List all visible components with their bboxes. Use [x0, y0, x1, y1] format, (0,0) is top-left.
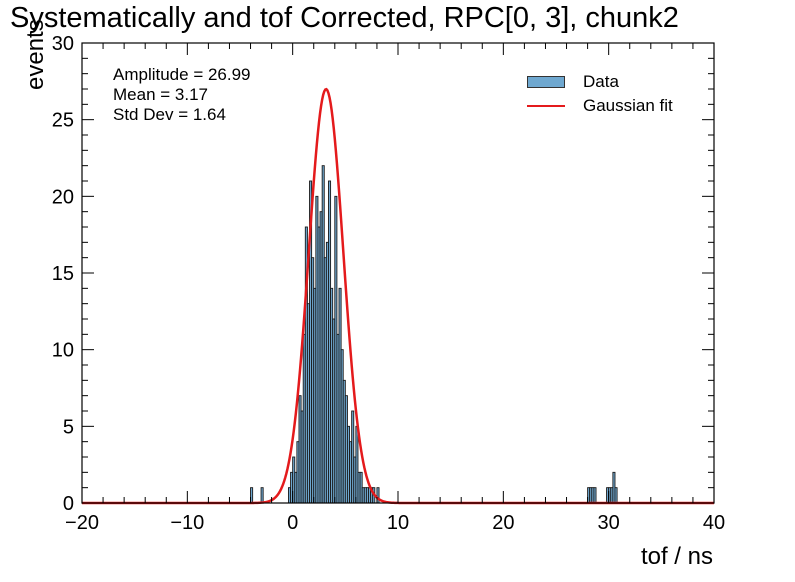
- y-tick-label: 30: [52, 33, 74, 55]
- fit-mean: Mean = 3.17: [113, 85, 208, 104]
- fit-stats-box: Amplitude = 26.99 Mean = 3.17 Std Dev = …: [113, 65, 251, 125]
- x-tick-label: −10: [170, 512, 204, 534]
- legend-entry-data: Data: [527, 70, 673, 94]
- histogram-bar: [260, 487, 264, 504]
- y-tick-label: 0: [63, 493, 74, 515]
- y-axis-label: events: [22, 19, 49, 90]
- histogram-bar: [593, 487, 597, 504]
- legend: Data Gaussian fit: [527, 70, 673, 118]
- chart-title: Systematically and tof Corrected, RPC[0,…: [10, 2, 679, 34]
- y-tick-label: 20: [52, 186, 74, 208]
- legend-data-label: Data: [583, 72, 619, 91]
- x-tick-label: 0: [287, 512, 298, 534]
- legend-fit-label: Gaussian fit: [583, 96, 673, 115]
- y-tick-label: 10: [52, 340, 74, 362]
- y-tick-label: 25: [52, 110, 74, 132]
- legend-fit-swatch: [527, 105, 565, 107]
- x-tick-label: 40: [703, 512, 725, 534]
- gaussian-fit-curve: [82, 87, 714, 505]
- x-tick-label: 20: [492, 512, 514, 534]
- histogram-bar: [614, 487, 618, 504]
- x-tick-label: −20: [65, 512, 99, 534]
- x-axis-label: tof / ns: [640, 543, 713, 570]
- y-tick-label: 15: [52, 263, 74, 285]
- x-tick-label: 30: [598, 512, 620, 534]
- legend-entry-fit: Gaussian fit: [527, 94, 673, 118]
- y-tick-label: 5: [63, 416, 74, 438]
- histogram-bars: [250, 165, 618, 504]
- fit-amplitude: Amplitude = 26.99: [113, 65, 251, 84]
- axis-ticks: −20 −10 0 10 20 30 40 0 5 10 15 20 25 30: [52, 33, 725, 534]
- fit-std-dev: Std Dev = 1.64: [113, 105, 226, 124]
- x-tick-label: 10: [387, 512, 409, 534]
- legend-data-swatch: [527, 76, 565, 88]
